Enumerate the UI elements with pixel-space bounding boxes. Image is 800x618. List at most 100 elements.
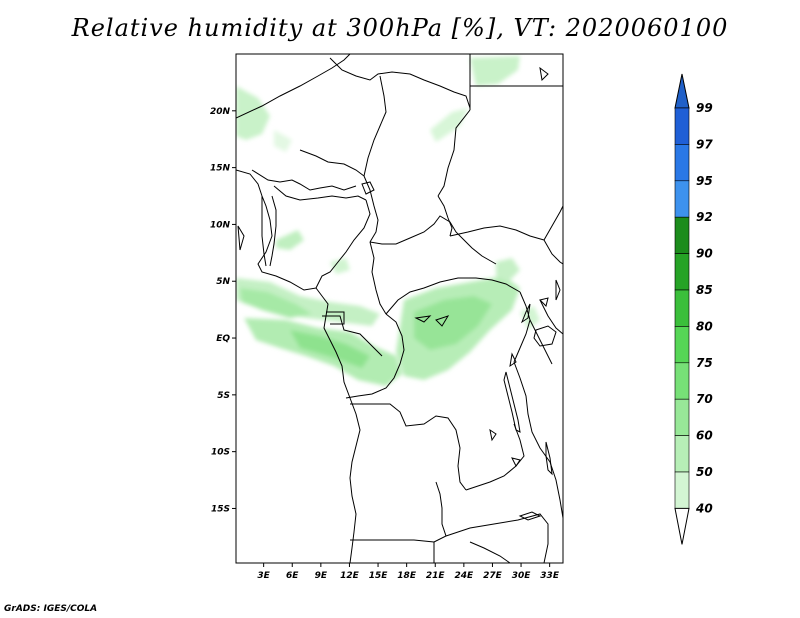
border-niger-chad bbox=[363, 175, 379, 243]
colorbar-segment bbox=[674, 398, 690, 436]
lat-tick-label: 5S bbox=[217, 391, 230, 401]
lon-tick-label: 12E bbox=[340, 571, 360, 581]
border-ethiopia bbox=[543, 239, 563, 265]
lake-tanganyika bbox=[503, 371, 521, 433]
lake-mweru bbox=[489, 428, 497, 442]
colorbar-segment bbox=[674, 144, 690, 182]
colorbar-level-label: 80 bbox=[696, 319, 713, 333]
colorbar-segment bbox=[674, 435, 690, 473]
humidity-patch-north-mid bbox=[430, 108, 468, 142]
colorbar-segment bbox=[674, 289, 690, 327]
border-car-drc bbox=[385, 277, 521, 315]
border-mali-niger bbox=[299, 149, 365, 177]
colorbar-level-label: 90 bbox=[696, 247, 713, 261]
lon-tick-label: 27E bbox=[483, 571, 503, 581]
lake-malawi bbox=[545, 441, 553, 476]
longitude-ticks: 3E 6E 9E 12E 15E 18E 21E 24E 27E 30E 33E bbox=[257, 563, 560, 581]
lake-kivu bbox=[509, 352, 517, 368]
humidity-patch-congo-core bbox=[414, 296, 492, 350]
border-angola-drc bbox=[350, 403, 467, 491]
colorbar-segment bbox=[674, 362, 690, 400]
lat-tick-label: 10S bbox=[211, 448, 230, 458]
border-sudan-south-sudan bbox=[449, 225, 545, 241]
colorbar-level-label: 50 bbox=[696, 465, 713, 479]
lon-tick-label: 33E bbox=[540, 571, 560, 581]
colorbar-level-label: 60 bbox=[696, 429, 713, 443]
humidity-patch-gabon-core bbox=[290, 330, 370, 368]
border-libya-chad bbox=[437, 109, 471, 197]
border-zambia-drc bbox=[465, 423, 525, 491]
border-benin-nigeria bbox=[269, 195, 277, 267]
border-eq-guinea bbox=[326, 311, 345, 325]
lon-tick-label: 18E bbox=[397, 571, 417, 581]
colorbar-segment bbox=[674, 107, 690, 145]
lon-tick-label: 6E bbox=[286, 571, 299, 581]
lon-tick-label: 30E bbox=[512, 571, 532, 581]
colorbar-level-label: 85 bbox=[696, 283, 713, 297]
border-nigeria-cameroon bbox=[315, 199, 371, 289]
lakes bbox=[237, 66, 561, 521]
border-nigeria-north bbox=[273, 185, 367, 201]
lake-turkana bbox=[555, 279, 561, 301]
lake-tumba bbox=[435, 315, 450, 327]
colorbar-bottom-arrow bbox=[674, 507, 690, 545]
humidity-patch-gulf-inner bbox=[240, 288, 312, 318]
lake-nasser bbox=[539, 66, 549, 82]
colorbar-level-label: 70 bbox=[696, 392, 713, 406]
lon-tick-label: 21E bbox=[426, 571, 446, 581]
colorbar-segment bbox=[674, 326, 690, 364]
footer-credit: GrADS: IGES/COLA bbox=[4, 604, 98, 614]
lon-tick-label: 24E bbox=[455, 571, 475, 581]
lon-tick-label: 15E bbox=[369, 571, 389, 581]
humidity-patch-west-sahara bbox=[236, 86, 270, 140]
humidity-patch-north-east bbox=[470, 56, 520, 86]
humidity-patch-nigeria bbox=[276, 230, 304, 250]
lat-tick-label: 10N bbox=[210, 220, 231, 230]
map-title: Relative humidity at 300hPa [%], VT: 202… bbox=[71, 14, 729, 42]
colorbar-segment bbox=[674, 471, 690, 509]
colorbar-segment bbox=[674, 253, 690, 291]
border-tanzania bbox=[513, 361, 551, 463]
border-ghana-togo bbox=[261, 196, 267, 267]
border-mozambique bbox=[549, 461, 563, 519]
colorbar-level-label: 99 bbox=[696, 101, 713, 115]
colorbar-segment bbox=[674, 216, 690, 254]
border-chad-car bbox=[369, 215, 497, 265]
lake-kyoga bbox=[539, 297, 549, 307]
lake-mai-ndombe bbox=[414, 315, 432, 323]
border-burkina-niger bbox=[251, 169, 357, 191]
colorbar-level-label: 75 bbox=[696, 356, 713, 370]
colorbar-level-label: 92 bbox=[696, 210, 713, 224]
lat-tick-label: EQ bbox=[216, 334, 230, 344]
lake-victoria bbox=[533, 325, 557, 347]
lon-tick-label: 3E bbox=[257, 571, 270, 581]
border-congo-drc bbox=[345, 313, 405, 399]
lake-kariba bbox=[511, 457, 521, 467]
colorbar-level-label: 97 bbox=[696, 137, 713, 151]
border-kenya bbox=[539, 299, 563, 335]
colorbar-segment bbox=[674, 180, 690, 218]
border-angola-namibia bbox=[350, 539, 435, 543]
border-zambia-zimbabwe bbox=[445, 513, 549, 563]
border-angola-zambia bbox=[433, 481, 447, 543]
border-botswana bbox=[469, 541, 511, 563]
lake-albert bbox=[520, 303, 531, 324]
border-algeria-libya bbox=[363, 75, 387, 177]
border-gabon-congo bbox=[322, 315, 383, 357]
lon-tick-label: 9E bbox=[315, 571, 328, 581]
border-drc-uganda bbox=[513, 291, 531, 363]
border-cameroon-car bbox=[369, 241, 387, 315]
humidity-patch-cameroon bbox=[330, 258, 350, 274]
border-south-sudan-ethiopia bbox=[543, 205, 563, 241]
border-algeria-mali bbox=[329, 57, 471, 109]
humidity-patch-car bbox=[496, 258, 520, 282]
lat-tick-label: 20N bbox=[210, 107, 231, 117]
border-uganda-kenya bbox=[529, 319, 553, 365]
lat-tick-label: 15N bbox=[210, 164, 231, 174]
border-mauritania-mali bbox=[236, 54, 351, 119]
lake-bangweulu bbox=[518, 511, 542, 521]
colorbar-level-label: 95 bbox=[696, 174, 713, 188]
border-chad-sudan bbox=[437, 195, 453, 237]
colorbar: 99 97 95 92 90 85 80 75 70 60 50 40 bbox=[674, 73, 713, 545]
